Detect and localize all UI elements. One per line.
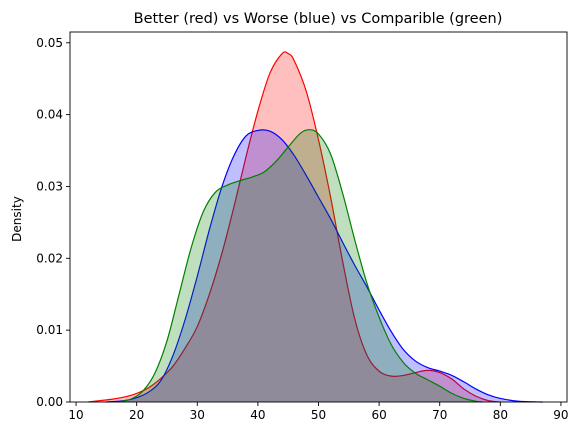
- x-tick-label: 90: [553, 408, 568, 422]
- x-tick-label: 30: [190, 408, 205, 422]
- x-tick-label: 70: [432, 408, 447, 422]
- series-layer: [88, 51, 543, 403]
- y-tick-label: 0.00: [36, 395, 63, 409]
- density-line-red: [88, 51, 501, 403]
- density-area-red: [88, 51, 501, 402]
- x-tick-label: 10: [68, 408, 83, 422]
- x-tick-label: 60: [371, 408, 386, 422]
- density-line-green: [118, 129, 483, 403]
- chart-title: Better (red) vs Worse (blue) vs Comparib…: [134, 11, 503, 27]
- y-tick-label: 0.03: [36, 179, 63, 193]
- y-tick-label: 0.01: [36, 323, 63, 337]
- x-tick-label: 40: [250, 408, 265, 422]
- x-tick-label: 80: [493, 408, 508, 422]
- density-area-blue: [106, 129, 543, 402]
- density-line-blue: [106, 129, 543, 403]
- y-tick-label: 0.04: [36, 108, 63, 122]
- y-axis-label: Density: [10, 196, 24, 242]
- y-tick-label: 0.05: [36, 36, 63, 50]
- density-area-green: [118, 129, 483, 402]
- y-tick-label: 0.02: [36, 251, 63, 265]
- axes-layer: 10 20 30 40 50 60 70 80 90 0.00 0.01 0.02 0.03 0.04 0.…: [36, 31, 569, 422]
- x-tick-label: 20: [129, 408, 144, 422]
- x-tick-label: 50: [311, 408, 326, 422]
